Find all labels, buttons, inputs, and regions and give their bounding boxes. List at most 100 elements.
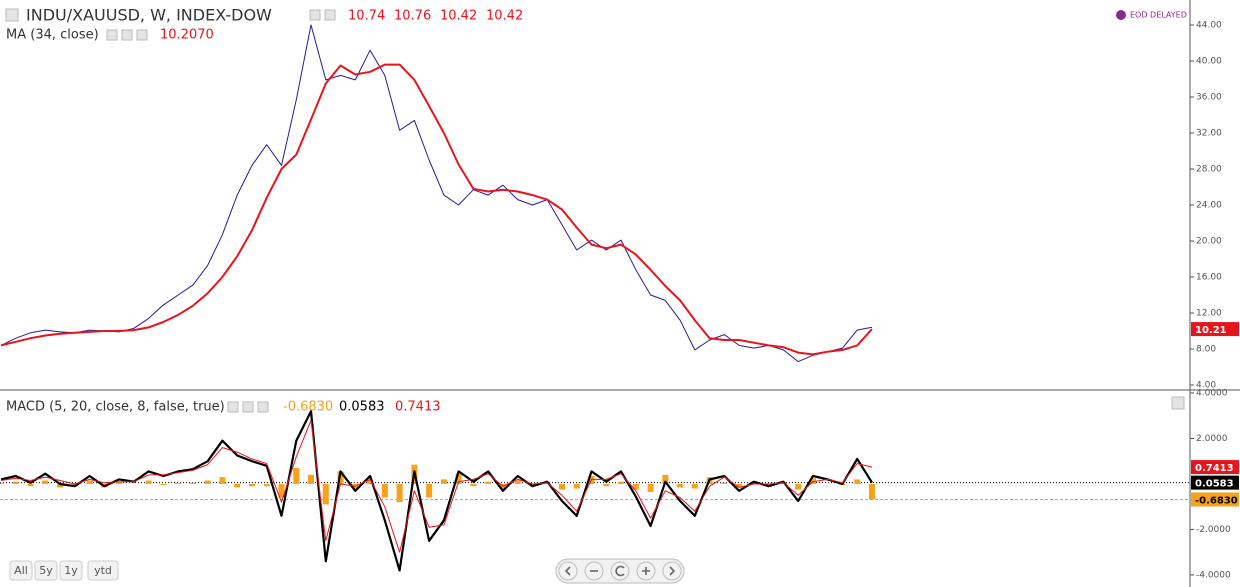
histogram-bar <box>514 480 521 484</box>
histogram-bar <box>396 483 403 503</box>
indicator-value: 0.7413 <box>395 400 441 415</box>
histogram-bar <box>57 483 64 488</box>
close-icon[interactable] <box>136 29 148 41</box>
glyph <box>615 565 625 577</box>
histogram-bar <box>809 478 816 484</box>
histogram-bar <box>677 483 684 488</box>
range-button[interactable] <box>34 560 58 581</box>
price-tag-label: -0.6830 <box>1195 495 1238 506</box>
maximize-icon[interactable] <box>1171 396 1185 410</box>
histogram-bar <box>440 479 447 484</box>
range-button-label[interactable]: ytd <box>94 564 112 577</box>
y-tick-label: 32.00 <box>1196 128 1222 138</box>
histogram-bar <box>175 482 182 484</box>
y-tick-label: 28.00 <box>1196 164 1222 174</box>
y-tick-label: 4.0000 <box>1196 388 1228 398</box>
histogram-bar <box>736 483 743 488</box>
histogram-bar <box>795 483 802 490</box>
histogram-bar <box>854 479 861 484</box>
histogram-bar <box>278 483 285 498</box>
price-tag-label: 0.0583 <box>1195 479 1234 490</box>
title-icons <box>5 8 1185 413</box>
histogram-bar <box>116 481 123 484</box>
histogram-bar <box>12 481 19 484</box>
histogram-bar <box>426 483 433 498</box>
settings-icon[interactable] <box>324 9 336 21</box>
price-tag-label: 0.7413 <box>1195 463 1234 474</box>
settings-icon[interactable] <box>121 29 133 41</box>
histogram-bar <box>27 483 34 487</box>
histogram-bar <box>204 480 211 484</box>
range-button[interactable] <box>87 560 119 581</box>
badge-icon <box>1116 10 1126 20</box>
histogram-bar <box>721 482 728 484</box>
series-line <box>0 63 873 356</box>
histogram-bar <box>189 482 196 484</box>
badge: EOD DELAYED <box>1130 11 1187 20</box>
glyph <box>669 566 676 576</box>
histogram-bar <box>603 483 610 487</box>
ohlc-value: 10.74 <box>348 9 385 24</box>
range-button-label[interactable]: 1y <box>64 564 78 577</box>
price-tag <box>1191 460 1239 475</box>
histogram-bar <box>381 483 388 498</box>
indicator-value: 0.0583 <box>339 400 385 415</box>
indicator-title: MACD (5, 20, close, 8, false, true) <box>6 400 225 415</box>
glyph <box>564 566 571 576</box>
histogram-bar <box>558 483 565 490</box>
series-line <box>0 24 873 363</box>
y-tick-label: -2.0000 <box>1196 525 1231 535</box>
histogram-bar <box>367 480 374 484</box>
y-tick-label: 20.00 <box>1196 236 1222 246</box>
y-tick-label: 24.00 <box>1196 200 1222 210</box>
ohlc-value: 10.76 <box>394 9 431 24</box>
eye-icon[interactable] <box>309 9 321 21</box>
histogram-bar <box>234 483 241 488</box>
navigation <box>555 558 685 584</box>
y-tick-label: 12.00 <box>1196 308 1222 318</box>
range-button-label[interactable]: 5y <box>39 564 53 577</box>
histogram-bar <box>632 483 639 490</box>
y-tick-label: 4.00 <box>1196 380 1216 390</box>
y-tick-label: -4.0000 <box>1196 570 1231 580</box>
close-icon[interactable] <box>257 401 269 413</box>
range-button[interactable] <box>9 560 33 581</box>
histogram-bar <box>86 480 93 484</box>
histogram-bar <box>618 481 625 484</box>
histogram-bar <box>691 483 698 489</box>
series-line <box>0 419 873 553</box>
histogram-bar <box>293 468 300 484</box>
price-tag <box>1191 475 1239 490</box>
y-tick-label: 16.00 <box>1196 272 1222 282</box>
y-tick-label: 2.0000 <box>1196 434 1228 444</box>
histogram-bar <box>308 474 315 484</box>
price-tag <box>1191 492 1239 507</box>
histogram-bar <box>219 477 226 484</box>
y-tick-label: 8.00 <box>1196 344 1216 354</box>
histogram-bar <box>455 473 462 484</box>
histogram-bar <box>248 483 255 487</box>
nav-glyphs <box>564 565 676 577</box>
y-tick-label: 36.00 <box>1196 93 1222 103</box>
histogram-bar <box>485 481 492 484</box>
scroll-right[interactable] <box>662 561 682 581</box>
eye-icon[interactable] <box>106 29 118 41</box>
collapse-icon[interactable] <box>5 8 19 22</box>
histogram-bar <box>869 483 875 500</box>
histogram-bar <box>160 483 167 486</box>
eye-icon[interactable] <box>227 401 239 413</box>
range-button-label[interactable]: All <box>14 564 28 577</box>
glyph <box>642 567 650 575</box>
indicator-value: -0.6830 <box>283 400 333 415</box>
range-button[interactable] <box>59 560 83 581</box>
price-tag-label: 10.21 <box>1195 325 1227 336</box>
ohlc-value: 10.42 <box>486 9 523 24</box>
price-tag <box>1191 322 1239 337</box>
reset[interactable] <box>610 561 630 581</box>
settings-icon[interactable] <box>242 401 254 413</box>
indicator-name: MA (34, close) <box>6 28 99 43</box>
histogram-bar <box>0 482 4 484</box>
scroll-left[interactable] <box>558 561 578 581</box>
